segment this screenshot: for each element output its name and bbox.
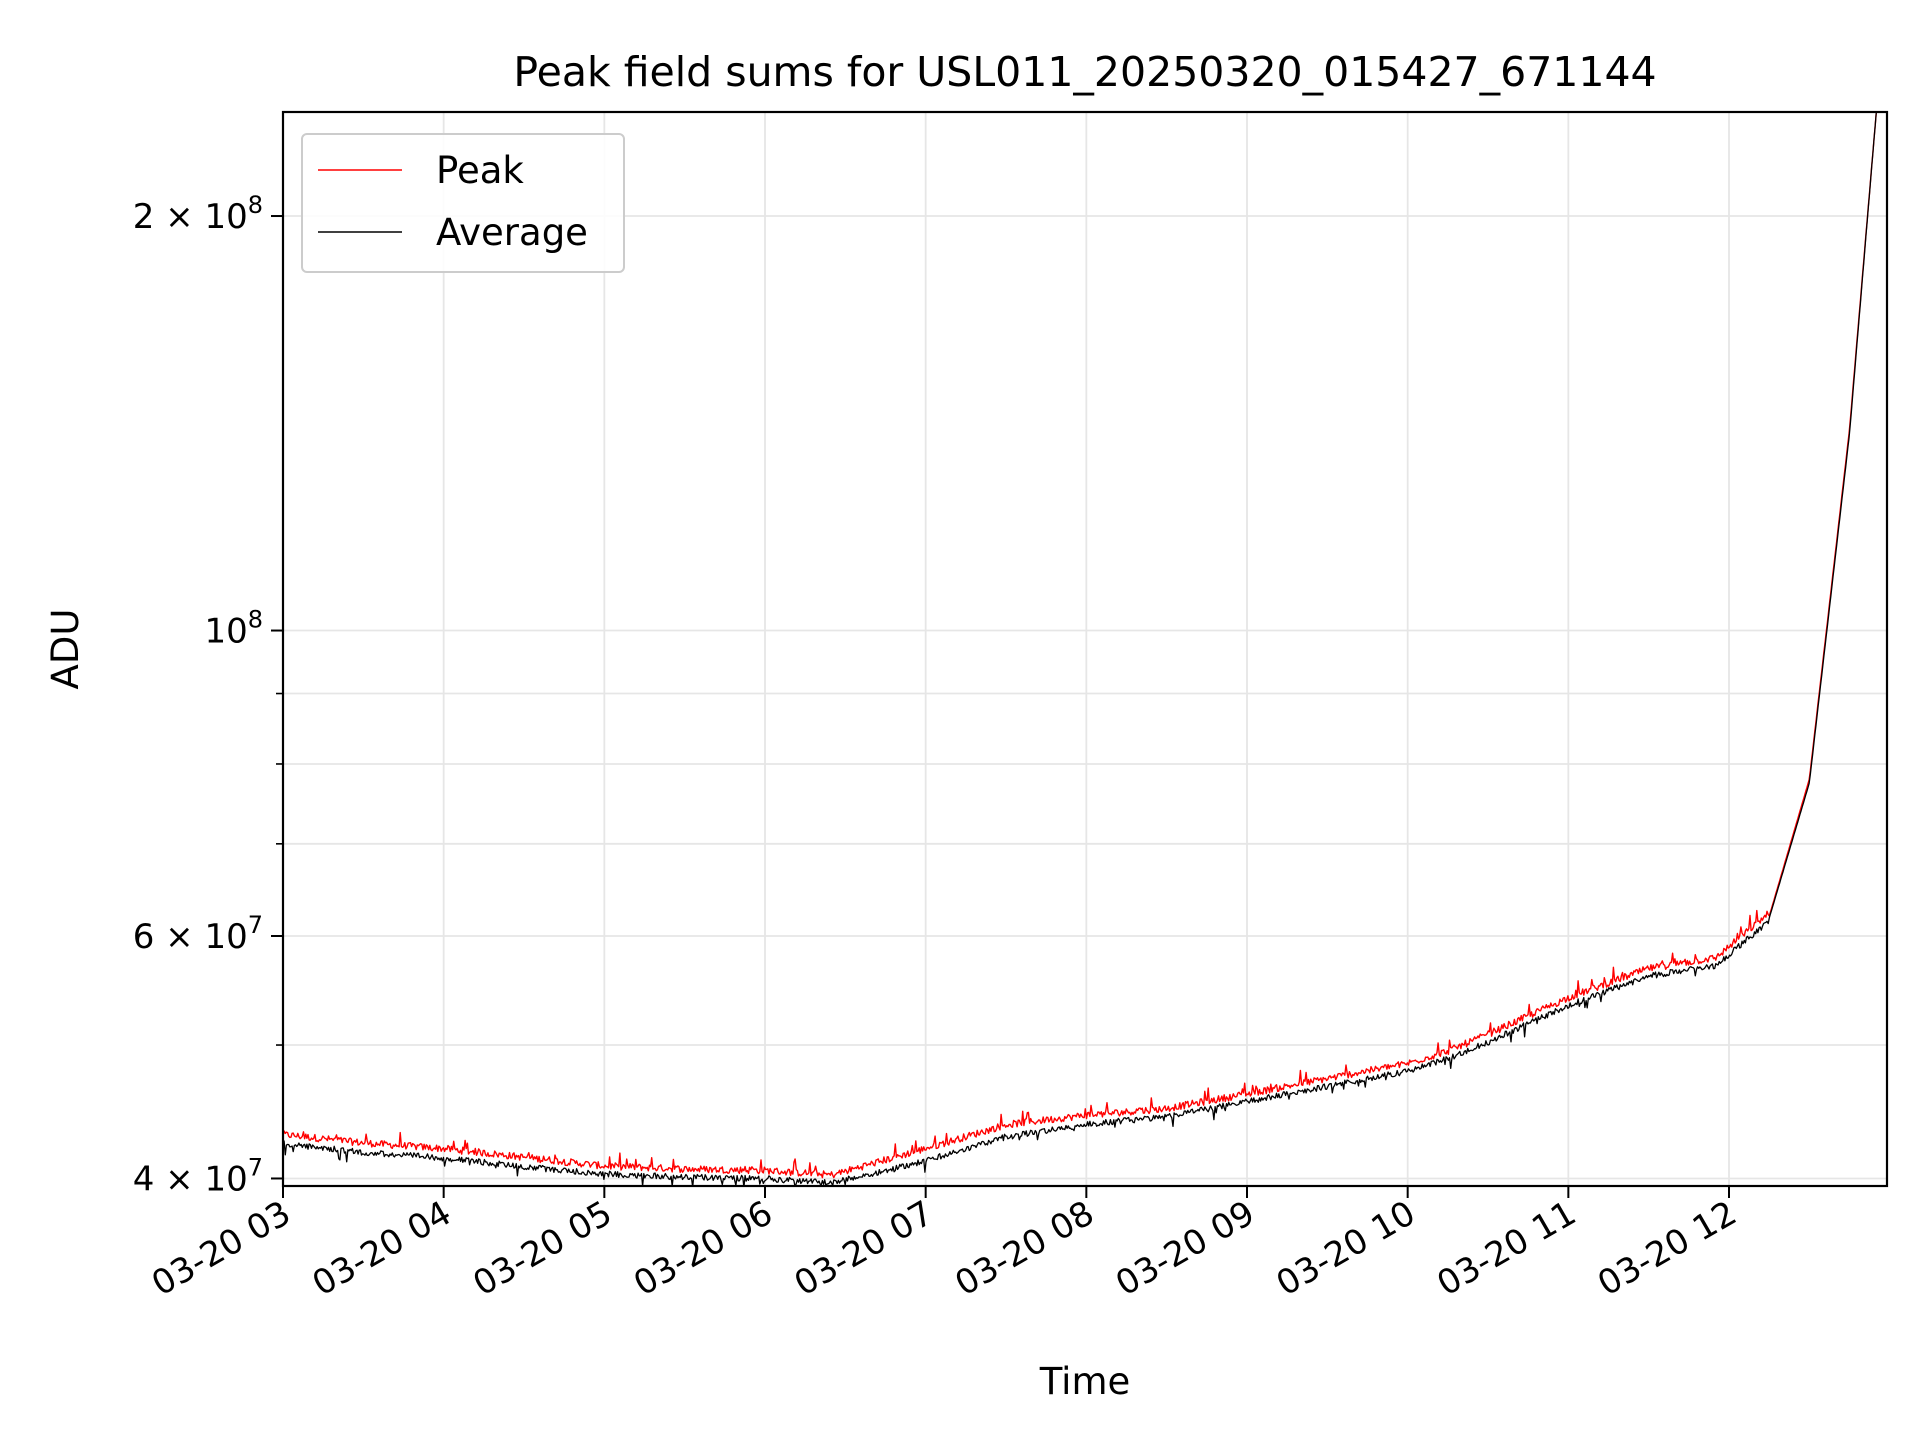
y-axis-label: ADU: [44, 609, 87, 690]
legend: Peak Average: [301, 133, 625, 273]
legend-box: [301, 133, 625, 273]
legend-label-average: Average: [436, 211, 588, 254]
series-line-average: [283, 112, 1877, 1186]
grid-lines: [282, 112, 1887, 1186]
legend-label-peak: Peak: [436, 149, 524, 192]
y-tick-label: 2 × 108: [133, 191, 263, 237]
plot-data: [283, 112, 1877, 1186]
x-axis-label: Time: [1039, 1360, 1131, 1403]
y-tick-label: 4 × 107: [133, 1153, 263, 1199]
chart-title: Peak field sums for USL011_20250320_0154…: [513, 48, 1656, 96]
series-line-peak: [283, 112, 1877, 1179]
plot-frame: [281, 110, 1889, 1188]
y-tick-label: 6 × 107: [133, 911, 263, 957]
y-tick-label: 108: [204, 606, 263, 652]
